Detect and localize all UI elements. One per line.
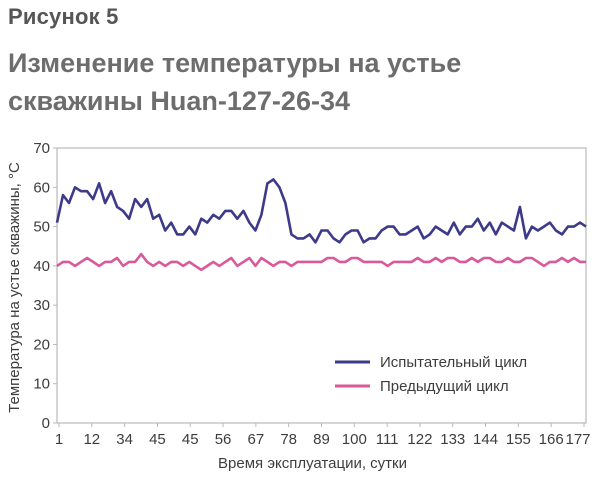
legend: Испытательный цикл Предыдущий цикл bbox=[335, 354, 527, 395]
y-tick-label: 0 bbox=[42, 415, 50, 432]
x-axis: 1 12 34 45 45 56 67 78 89 100 111 122 133 144 155 166 17… bbox=[55, 423, 591, 448]
series-layer bbox=[55, 178, 587, 272]
x-axis-title: Время эксплуатации, сутки bbox=[218, 455, 407, 472]
y-axis-title: Температура на устье скважины, °С bbox=[6, 162, 23, 413]
y-tick-label: 50 bbox=[33, 219, 50, 236]
x-tick-label: 45 bbox=[182, 431, 199, 448]
series-line-test-cycle bbox=[55, 178, 587, 244]
x-tick-label: 34 bbox=[116, 431, 133, 448]
x-tick-label: 166 bbox=[539, 431, 564, 448]
x-tick-label: 56 bbox=[215, 431, 232, 448]
x-tick-label: 122 bbox=[407, 431, 432, 448]
y-tick-label: 30 bbox=[33, 297, 50, 314]
legend-label-test-cycle: Испытательный цикл bbox=[380, 354, 527, 371]
chart-title: Изменение температуры на устье скважины … bbox=[8, 48, 462, 116]
legend-label-previous-cycle: Предыдущий цикл bbox=[380, 378, 509, 395]
y-tick-label: 40 bbox=[33, 258, 50, 275]
y-tick-label: 20 bbox=[33, 336, 50, 353]
y-tick-label: 10 bbox=[33, 376, 50, 393]
y-axis: 0 10 20 30 40 50 60 70 bbox=[33, 140, 57, 432]
plot-area bbox=[56, 147, 587, 424]
x-tick-label: 67 bbox=[248, 431, 265, 448]
x-tick-label: 177 bbox=[565, 431, 590, 448]
x-tick-label: 155 bbox=[506, 431, 531, 448]
x-tick-label: 45 bbox=[149, 431, 166, 448]
x-tick-label: 12 bbox=[83, 431, 100, 448]
y-tick-label: 60 bbox=[33, 179, 50, 196]
y-tick-label: 70 bbox=[33, 140, 50, 157]
figure-number: Рисунок 5 bbox=[8, 4, 119, 29]
x-tick-label: 78 bbox=[280, 431, 297, 448]
x-tick-label: 1 bbox=[55, 431, 63, 448]
x-tick-label: 89 bbox=[313, 431, 330, 448]
series-line-previous-cycle bbox=[56, 252, 586, 272]
x-tick-label: 144 bbox=[473, 431, 498, 448]
x-tick-label: 111 bbox=[376, 431, 399, 448]
x-tick-label: 100 bbox=[342, 431, 367, 448]
x-tick-label: 133 bbox=[440, 431, 465, 448]
